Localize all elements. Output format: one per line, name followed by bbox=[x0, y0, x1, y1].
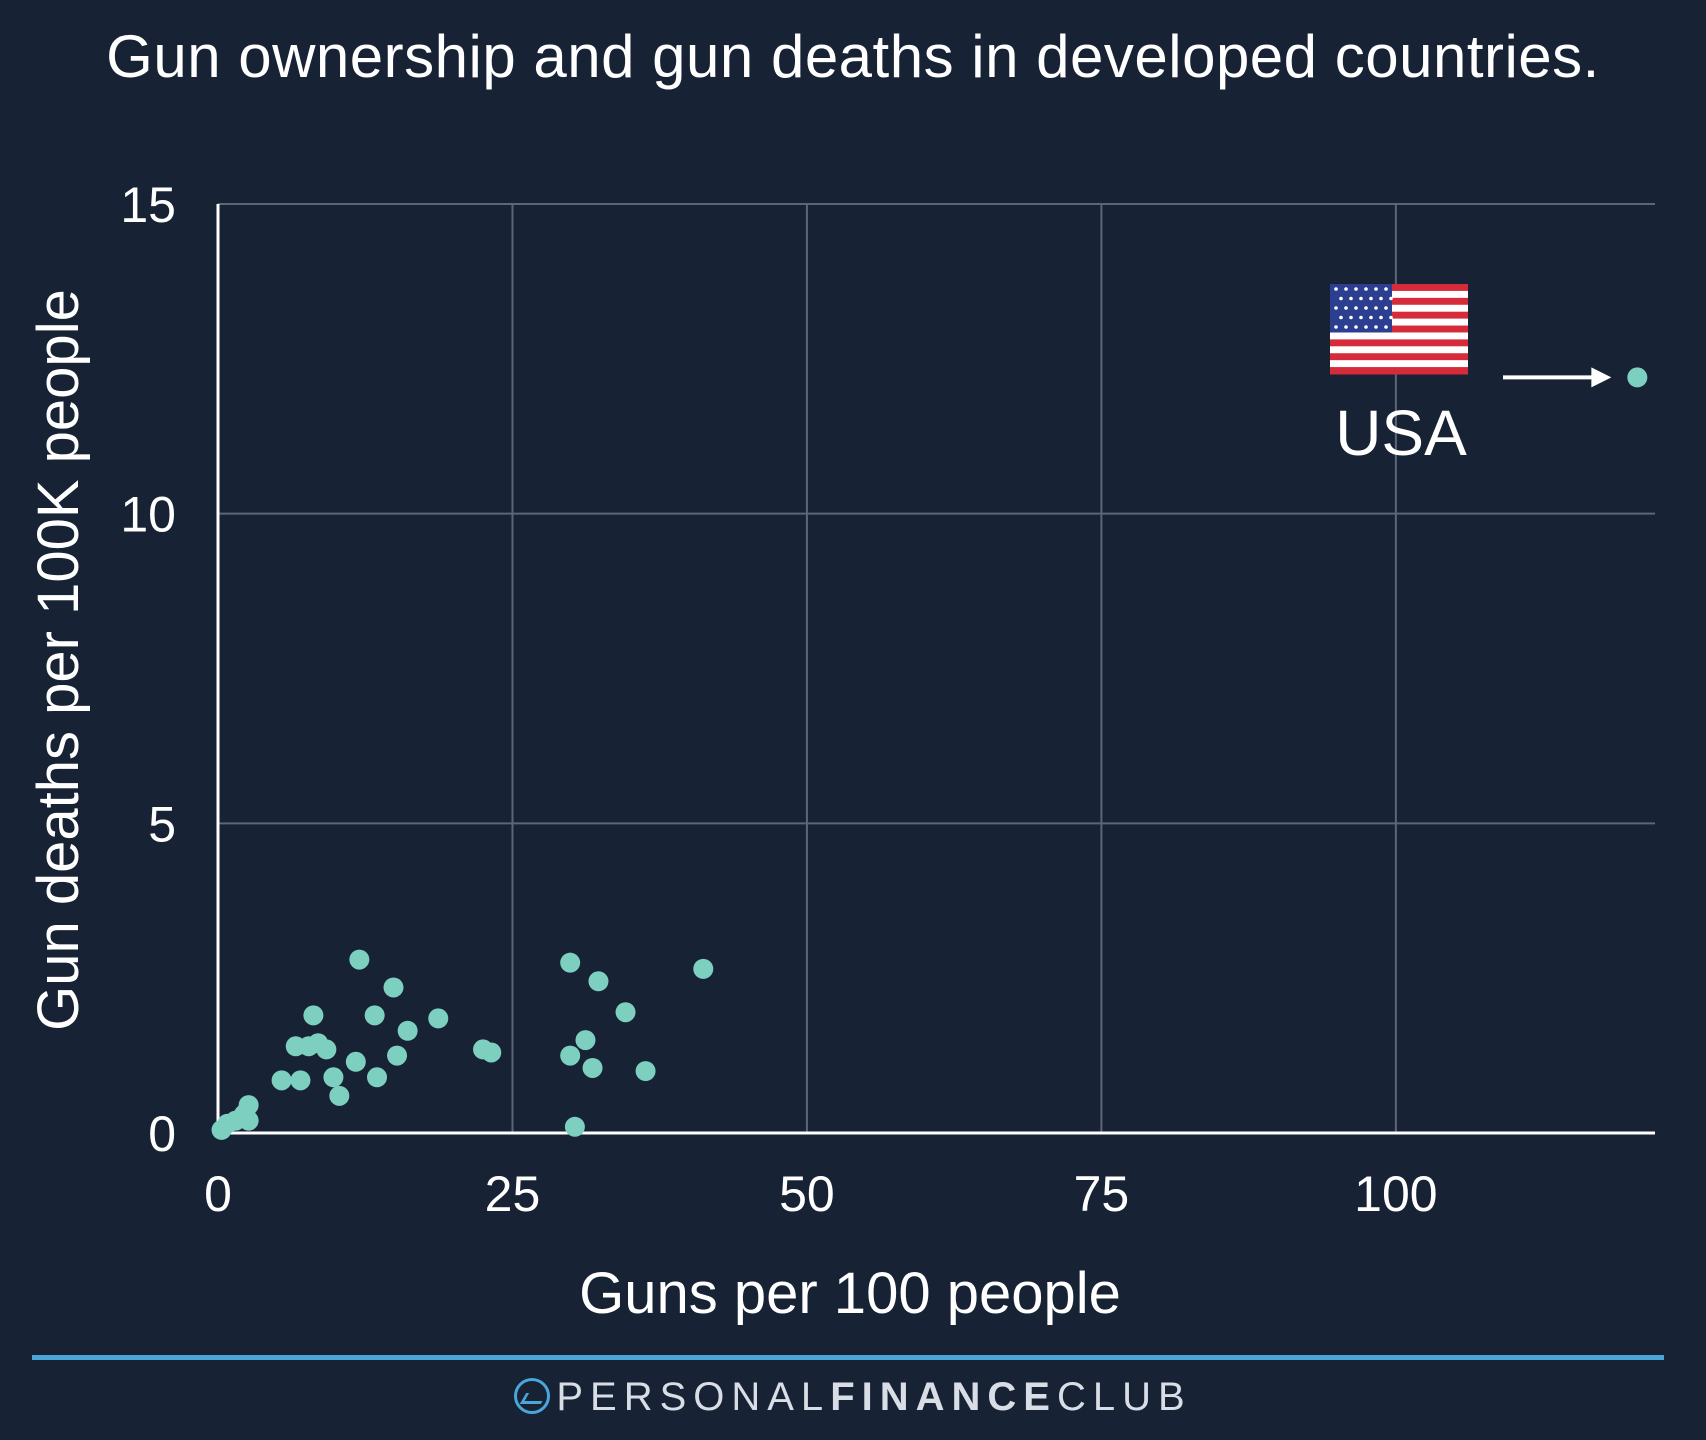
axes bbox=[216, 204, 1655, 1135]
x-axis-label: Guns per 100 people bbox=[579, 1261, 1121, 1326]
data-point bbox=[693, 958, 714, 979]
data-point bbox=[303, 1005, 324, 1026]
x-tick-label: 100 bbox=[1354, 1166, 1437, 1222]
x-tick-label: 50 bbox=[779, 1166, 835, 1222]
x-tick-label: 75 bbox=[1074, 1166, 1130, 1222]
data-point bbox=[575, 1030, 596, 1051]
gridlines bbox=[218, 203, 1655, 1133]
tick-labels: 0 25 50 75 100 0 5 10 15 bbox=[120, 177, 1437, 1222]
growth-chart-logo-icon bbox=[514, 1378, 551, 1414]
y-tick-label: 10 bbox=[120, 487, 176, 543]
y-axis-label: Gun deaths per 100K people bbox=[26, 289, 91, 1031]
right-arrow-icon bbox=[1503, 367, 1612, 388]
x-tick-label: 25 bbox=[485, 1166, 541, 1222]
data-point bbox=[316, 1039, 337, 1060]
data-point bbox=[349, 949, 370, 970]
data-point bbox=[271, 1070, 292, 1091]
data-point bbox=[635, 1061, 656, 1082]
usa-flag-icon bbox=[1330, 284, 1468, 375]
y-tick-label: 15 bbox=[120, 177, 176, 233]
usa-label: USA bbox=[1335, 397, 1467, 469]
scatter-chart: 0 25 50 75 100 0 5 10 15 USA Guns per 100 people… bbox=[26, 177, 1655, 1326]
brand-club: CLUB bbox=[1056, 1375, 1192, 1419]
data-point bbox=[367, 1067, 388, 1088]
data-point bbox=[615, 1002, 636, 1023]
data-point bbox=[564, 1116, 585, 1137]
y-tick-label: 5 bbox=[148, 796, 176, 852]
data-point bbox=[383, 977, 404, 998]
brand-personal: PERSONAL bbox=[556, 1375, 831, 1419]
data-point bbox=[582, 1057, 603, 1078]
x-tick-label: 0 bbox=[204, 1166, 232, 1222]
data-point bbox=[290, 1070, 311, 1091]
data-point bbox=[560, 952, 581, 973]
data-point bbox=[364, 1005, 385, 1026]
y-tick-label: 0 bbox=[148, 1106, 176, 1162]
data-point bbox=[428, 1008, 449, 1029]
data-point bbox=[329, 1085, 350, 1106]
data-point bbox=[560, 1045, 581, 1066]
chart-title: Gun ownership and gun deaths in develope… bbox=[106, 23, 1600, 90]
data-point bbox=[238, 1110, 259, 1131]
data-point bbox=[323, 1067, 344, 1088]
data-point bbox=[481, 1042, 502, 1063]
brand-finance: FINANCE bbox=[830, 1375, 1057, 1419]
data-point bbox=[397, 1020, 418, 1041]
data-point bbox=[588, 971, 609, 992]
footer-divider bbox=[32, 1355, 1664, 1360]
data-points bbox=[211, 367, 1648, 1140]
data-point bbox=[345, 1051, 366, 1072]
data-point bbox=[387, 1045, 408, 1066]
usa-annotation: USA bbox=[1330, 284, 1612, 469]
data-point bbox=[1627, 367, 1648, 388]
footer-brand: PERSONALFINANCECLUB bbox=[0, 1375, 1706, 1420]
data-point bbox=[238, 1095, 259, 1116]
